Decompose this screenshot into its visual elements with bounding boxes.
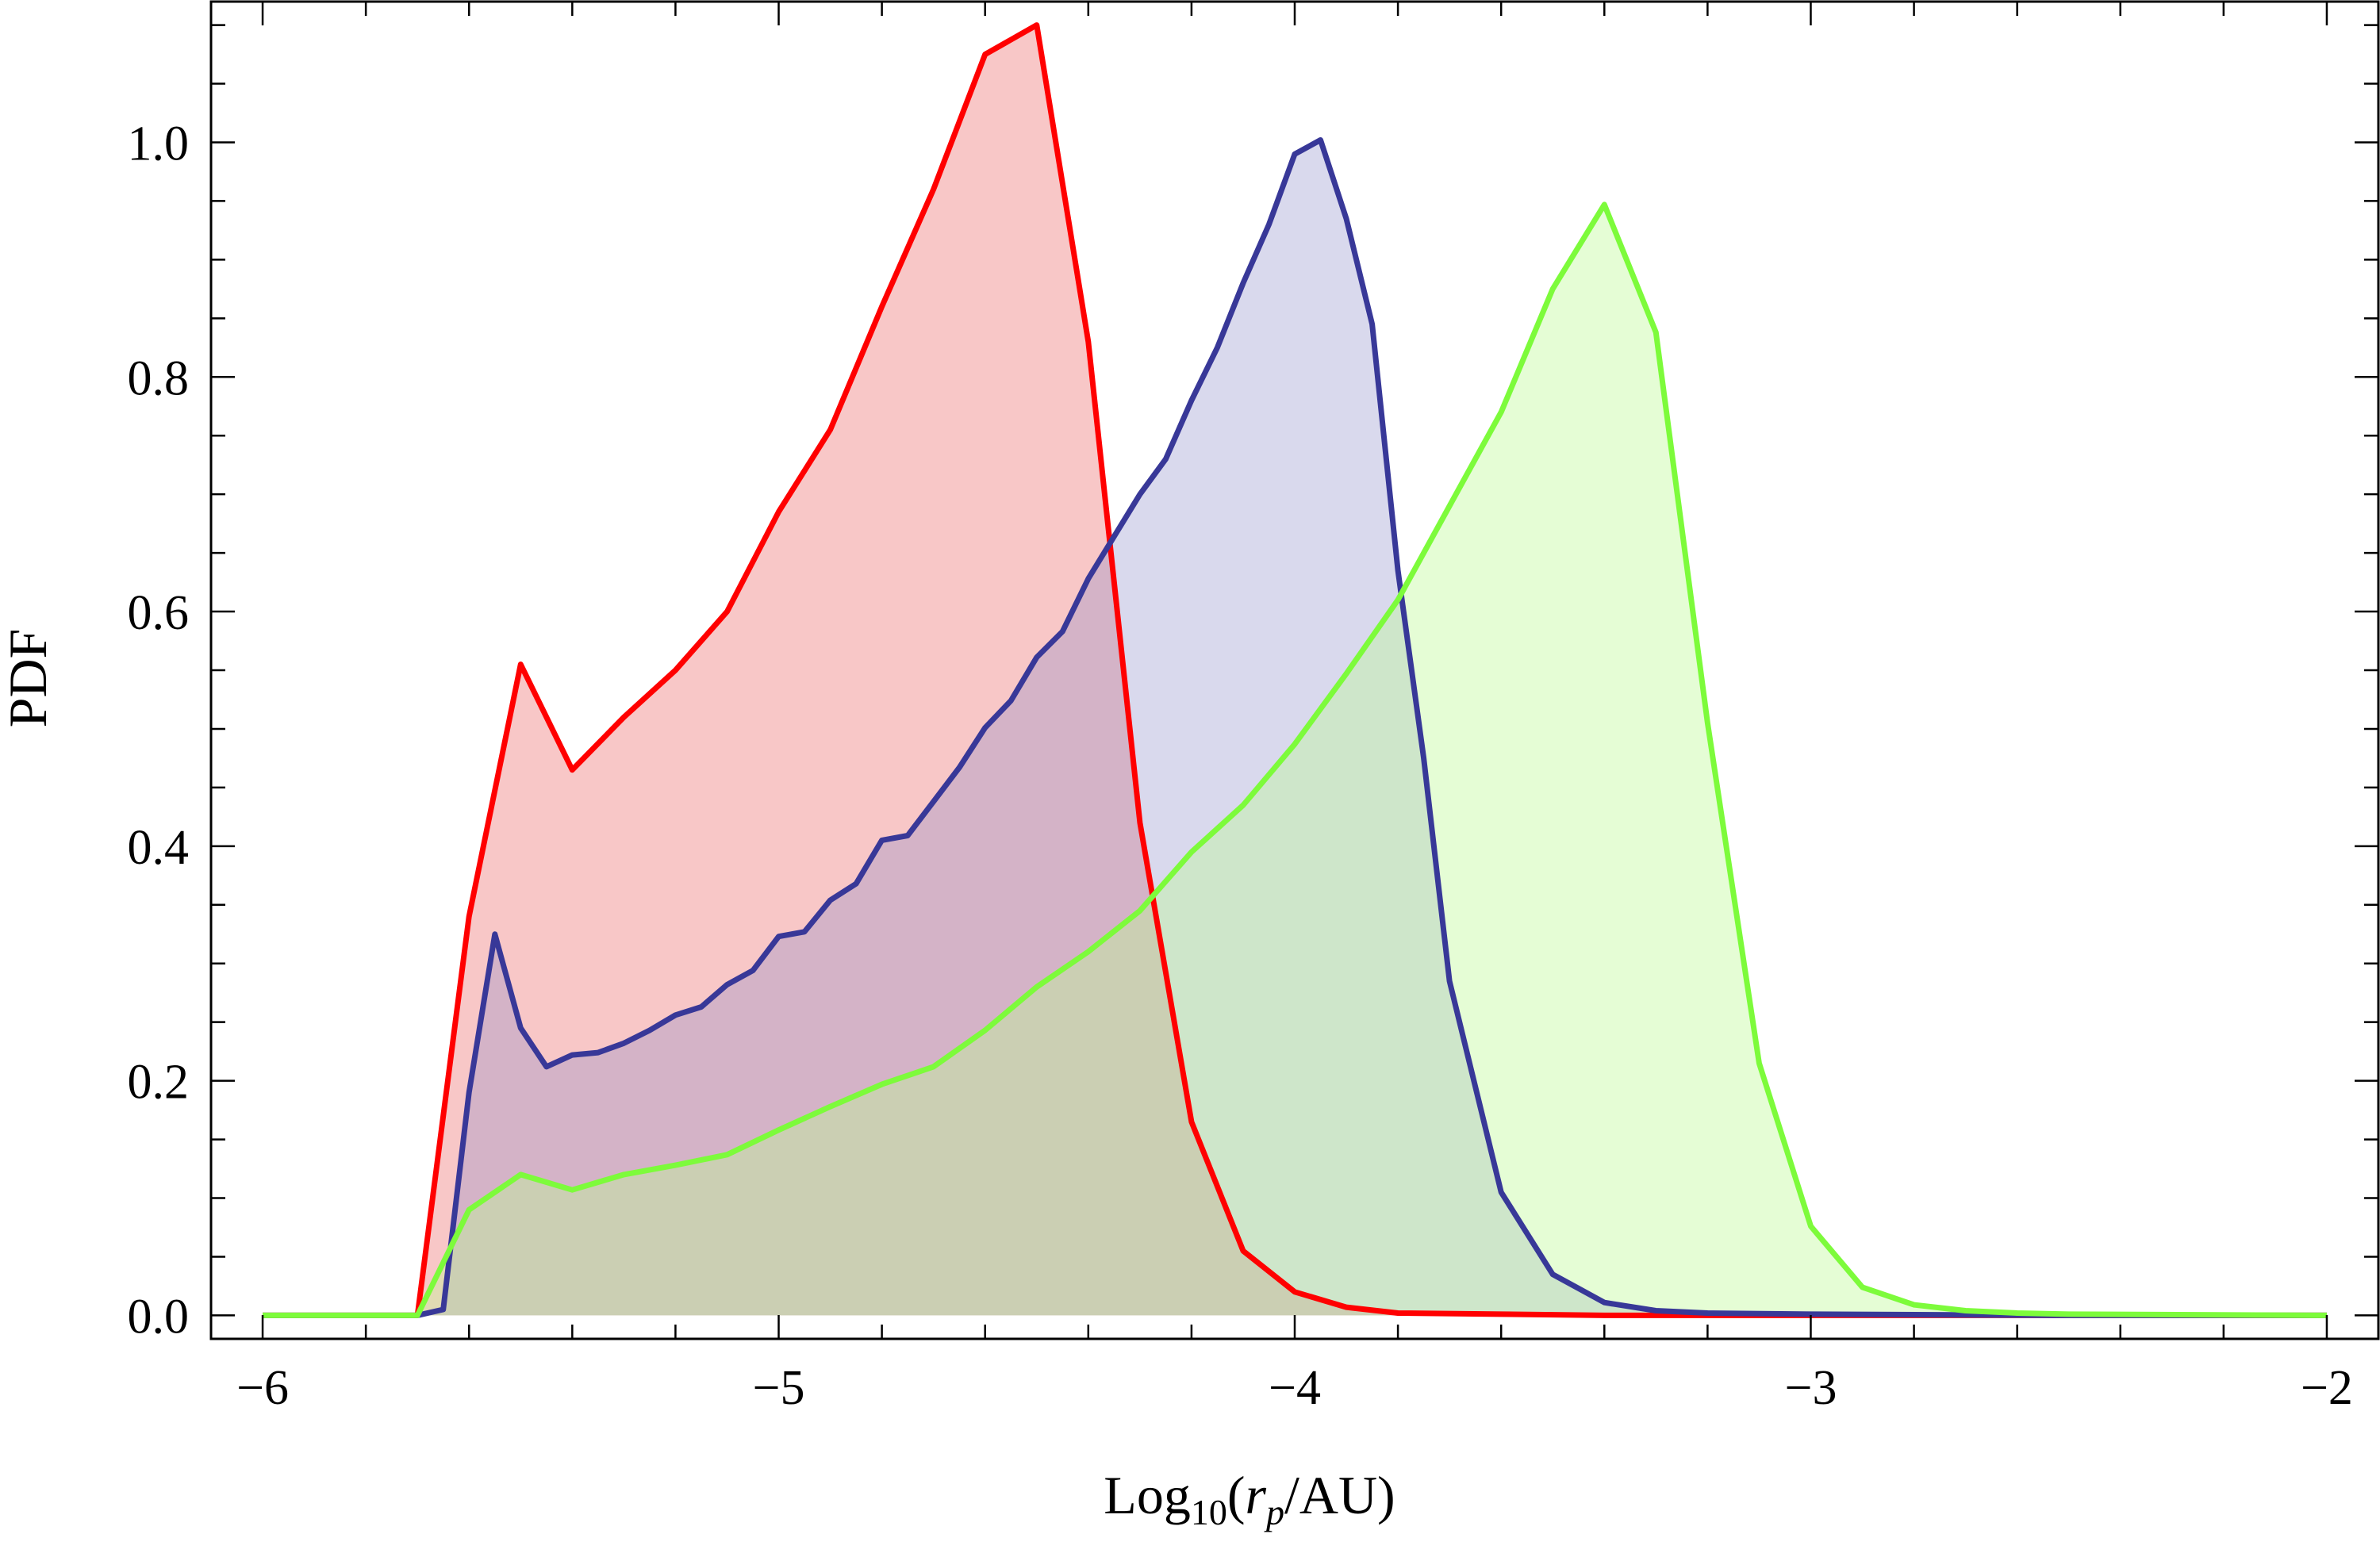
- y-tick-label: 1.0: [128, 117, 190, 171]
- x-tick-label: −4: [1269, 1361, 1321, 1415]
- x-axis-title-variable: r: [1245, 1465, 1266, 1525]
- y-axis-title: PDF: [0, 629, 58, 728]
- x-axis-title-unit: /AU): [1284, 1465, 1395, 1525]
- series-1-area: [263, 25, 2327, 1316]
- axis-ticks: [211, 2, 2378, 1339]
- series-2-area: [263, 140, 2327, 1316]
- series-fills: [263, 25, 2327, 1316]
- series-3-area: [263, 204, 2327, 1316]
- series-lines: [263, 22, 2328, 1318]
- x-axis-title-open-paren: (: [1227, 1465, 1246, 1525]
- x-tick-label: −5: [753, 1361, 805, 1415]
- series-3-line: [263, 201, 2328, 1318]
- x-axis-title-variable-subscript: p: [1264, 1492, 1284, 1532]
- x-tick-label: −6: [236, 1361, 289, 1415]
- tick-labels: −6 −5 −4 −3 −2 0.0 0.2 0.4 0.6 0.8 1.0: [128, 117, 2353, 1415]
- series-2-line: [263, 137, 2327, 1318]
- y-tick-label: 0.8: [128, 351, 190, 405]
- y-tick-label: 0.6: [128, 586, 190, 640]
- series-1-line: [263, 22, 2327, 1318]
- y-tick-label: 0.2: [128, 1056, 190, 1110]
- x-axis-title-prefix: Log: [1104, 1465, 1191, 1525]
- x-axis-title: Log10(rp/AU): [1104, 1465, 1395, 1532]
- y-tick-label: 0.4: [128, 821, 190, 875]
- x-tick-label: −3: [1784, 1361, 1837, 1415]
- y-tick-label: 0.0: [128, 1290, 190, 1344]
- x-tick-label: −2: [2301, 1361, 2353, 1415]
- x-axis-title-log-base: 10: [1191, 1492, 1227, 1532]
